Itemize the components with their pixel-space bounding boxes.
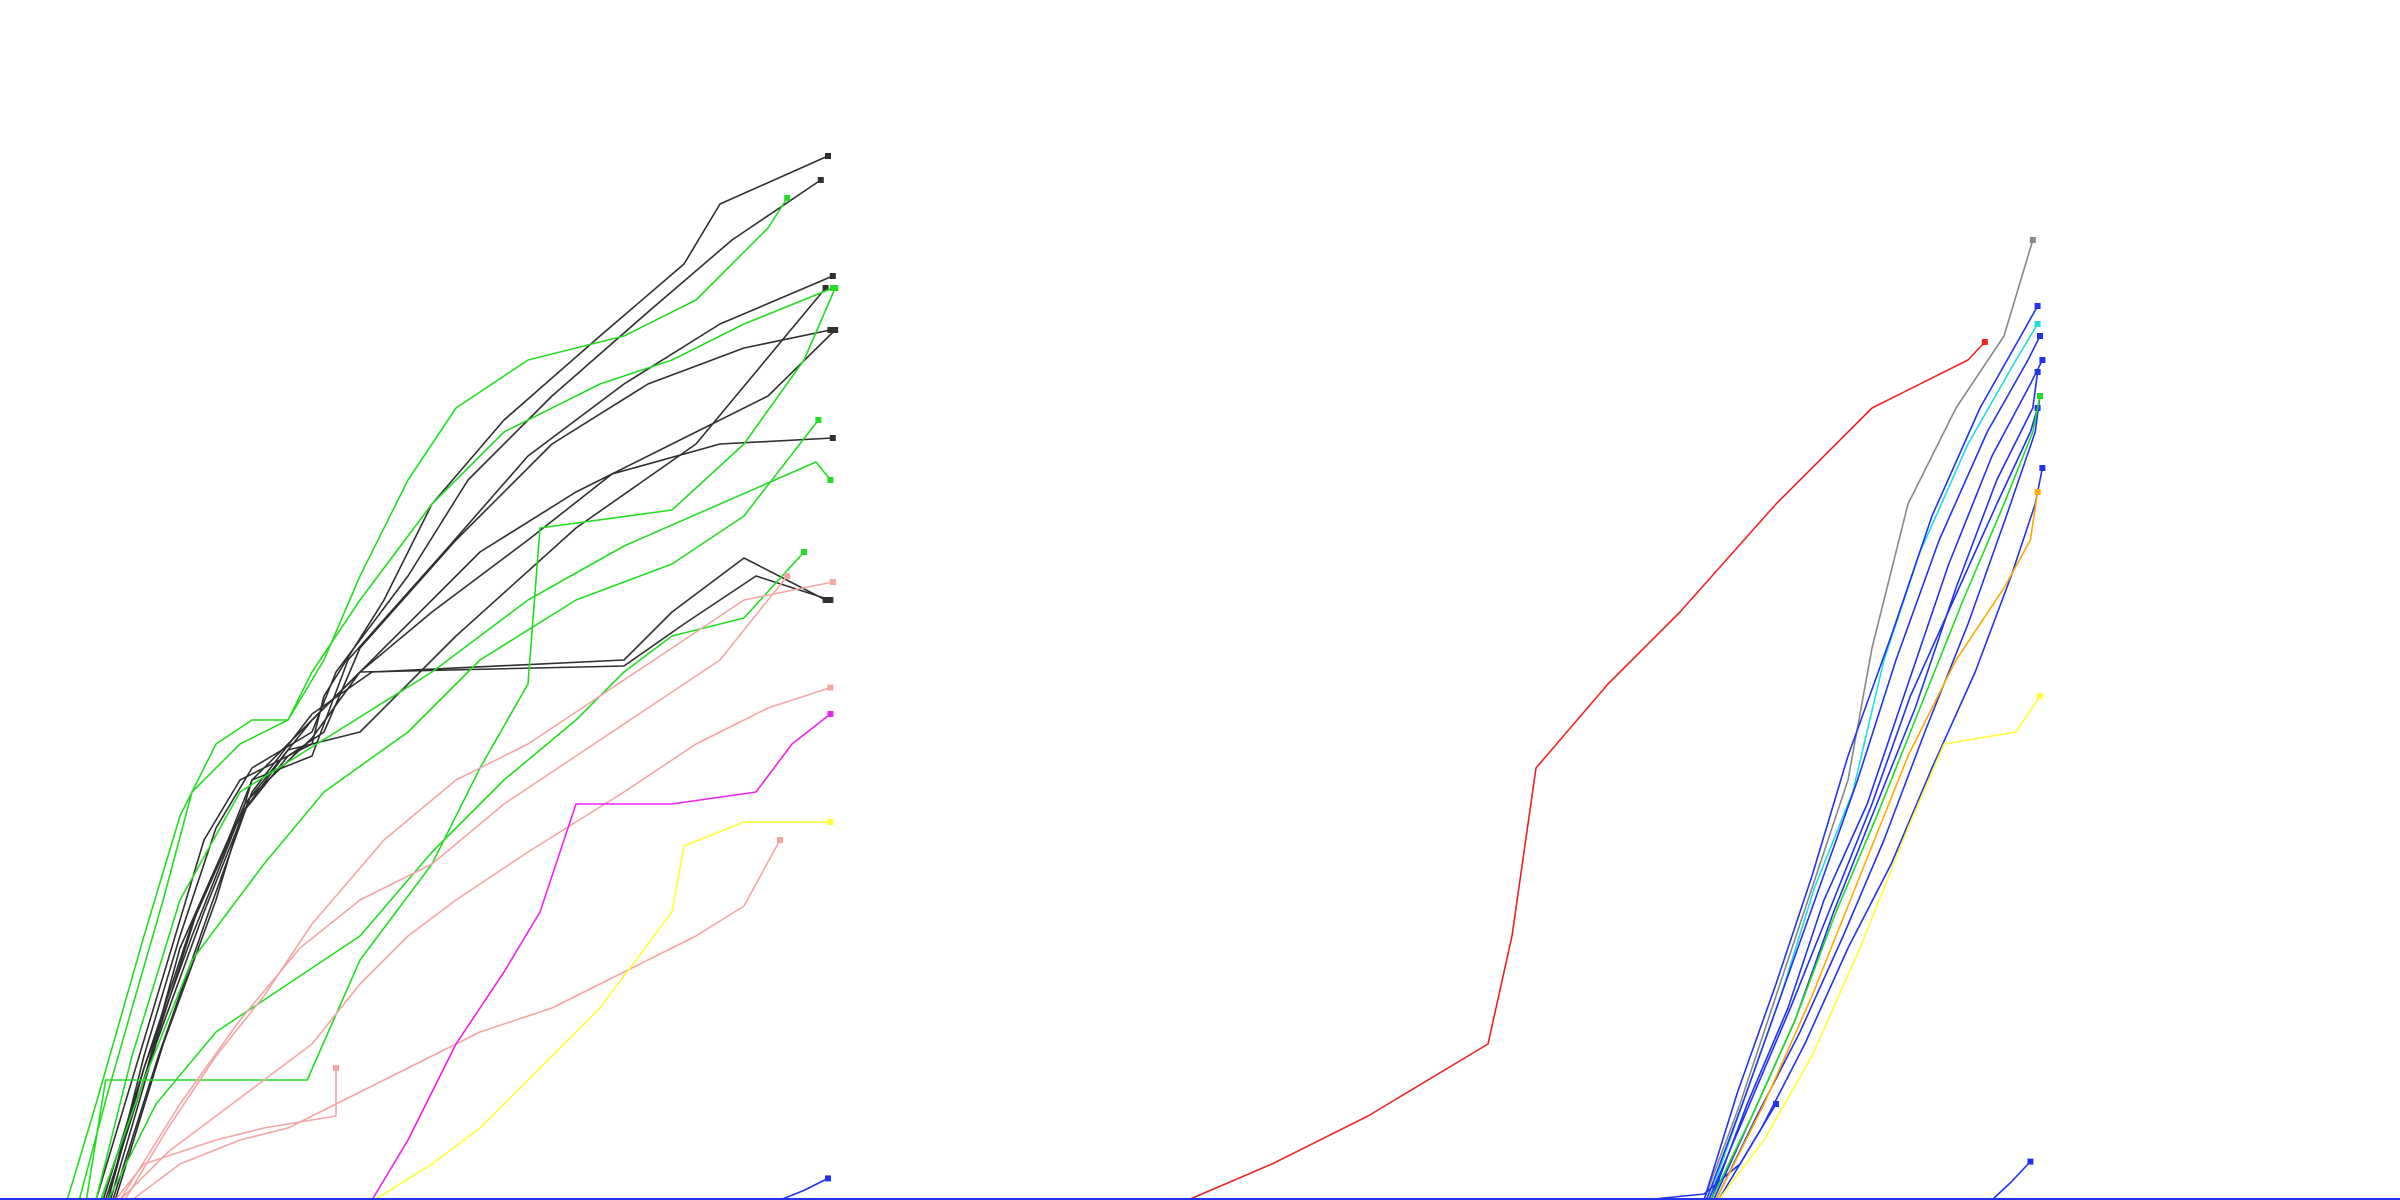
series-line-23 xyxy=(779,1177,829,1200)
series-end-marker-14 xyxy=(801,549,807,555)
series-line-8 xyxy=(114,575,832,1200)
series-line-35 xyxy=(1991,1160,2032,1200)
series-line-38 xyxy=(1717,695,2041,1200)
series-end-marker-8 xyxy=(827,597,834,603)
series-end-marker-3 xyxy=(829,273,836,279)
series-end-marker-9 xyxy=(822,285,829,291)
series-line-28 xyxy=(1705,335,2041,1200)
series-line-20 xyxy=(119,575,788,1200)
series-end-marker-7 xyxy=(822,597,829,603)
series-end-marker-2 xyxy=(817,177,824,183)
series-line-2 xyxy=(107,179,822,1200)
series-line-24 xyxy=(1187,341,1986,1200)
series-line-36 xyxy=(1710,395,2041,1200)
series-line-9 xyxy=(107,287,827,1200)
series-end-marker-16 xyxy=(827,684,834,691)
series-end-marker-35 xyxy=(2027,1158,2034,1165)
series-end-marker-38 xyxy=(2037,693,2043,699)
series-end-marker-15 xyxy=(815,417,822,423)
series-end-marker-22 xyxy=(827,819,834,825)
series-line-31 xyxy=(1715,395,2041,1200)
series-end-marker-24 xyxy=(1981,339,1988,345)
series-line-4 xyxy=(102,329,832,1200)
series-end-marker-37 xyxy=(2034,489,2041,495)
series-line-19 xyxy=(124,581,834,1200)
series-end-marker-18 xyxy=(333,1065,339,1071)
series-end-marker-12 xyxy=(832,285,839,291)
series-line-16 xyxy=(119,686,832,1200)
series-line-17 xyxy=(131,839,781,1200)
series-end-marker-23 xyxy=(825,1175,831,1182)
series-end-marker-10 xyxy=(784,195,791,201)
series-end-marker-34 xyxy=(1773,1101,1779,1107)
series-end-marker-28 xyxy=(2037,333,2043,339)
series-line-26 xyxy=(1708,323,2039,1200)
series-line-33 xyxy=(1717,467,2044,1200)
series-layer xyxy=(66,153,2046,1200)
series-end-marker-20 xyxy=(784,573,791,579)
series-line-7 xyxy=(112,557,827,1200)
series-end-marker-25 xyxy=(2029,237,2036,243)
series-end-marker-5 xyxy=(832,327,839,333)
series-line-13 xyxy=(95,461,832,1200)
series-line-14 xyxy=(107,551,805,1200)
series-end-marker-17 xyxy=(777,837,783,843)
series-line-37 xyxy=(1715,491,2039,1200)
series-line-11 xyxy=(78,287,834,1200)
series-line-29 xyxy=(1710,359,2044,1200)
series-end-marker-33 xyxy=(2039,465,2046,471)
series-end-marker-4 xyxy=(827,327,834,333)
series-line-21 xyxy=(371,713,832,1200)
series-end-marker-29 xyxy=(2039,357,2046,363)
series-end-marker-13 xyxy=(827,477,834,483)
series-end-marker-6 xyxy=(829,435,836,441)
series-line-22 xyxy=(373,821,832,1200)
series-end-marker-36 xyxy=(2037,393,2043,399)
series-line-10 xyxy=(66,197,788,1200)
series-end-marker-1 xyxy=(825,153,831,159)
series-line-27 xyxy=(1703,305,2039,1200)
series-end-marker-19 xyxy=(829,579,836,585)
series-line-15 xyxy=(100,419,820,1200)
series-line-6 xyxy=(109,437,834,1200)
series-line-3 xyxy=(100,275,834,1200)
series-end-marker-30 xyxy=(2034,369,2041,375)
series-line-25 xyxy=(1703,239,2034,1200)
series-end-marker-21 xyxy=(827,711,834,717)
series-line-5 xyxy=(104,329,836,1200)
series-line-32 xyxy=(1708,407,2039,1200)
series-end-marker-27 xyxy=(2034,303,2041,309)
series-end-marker-26 xyxy=(2034,321,2041,327)
series-line-12 xyxy=(85,287,836,1200)
